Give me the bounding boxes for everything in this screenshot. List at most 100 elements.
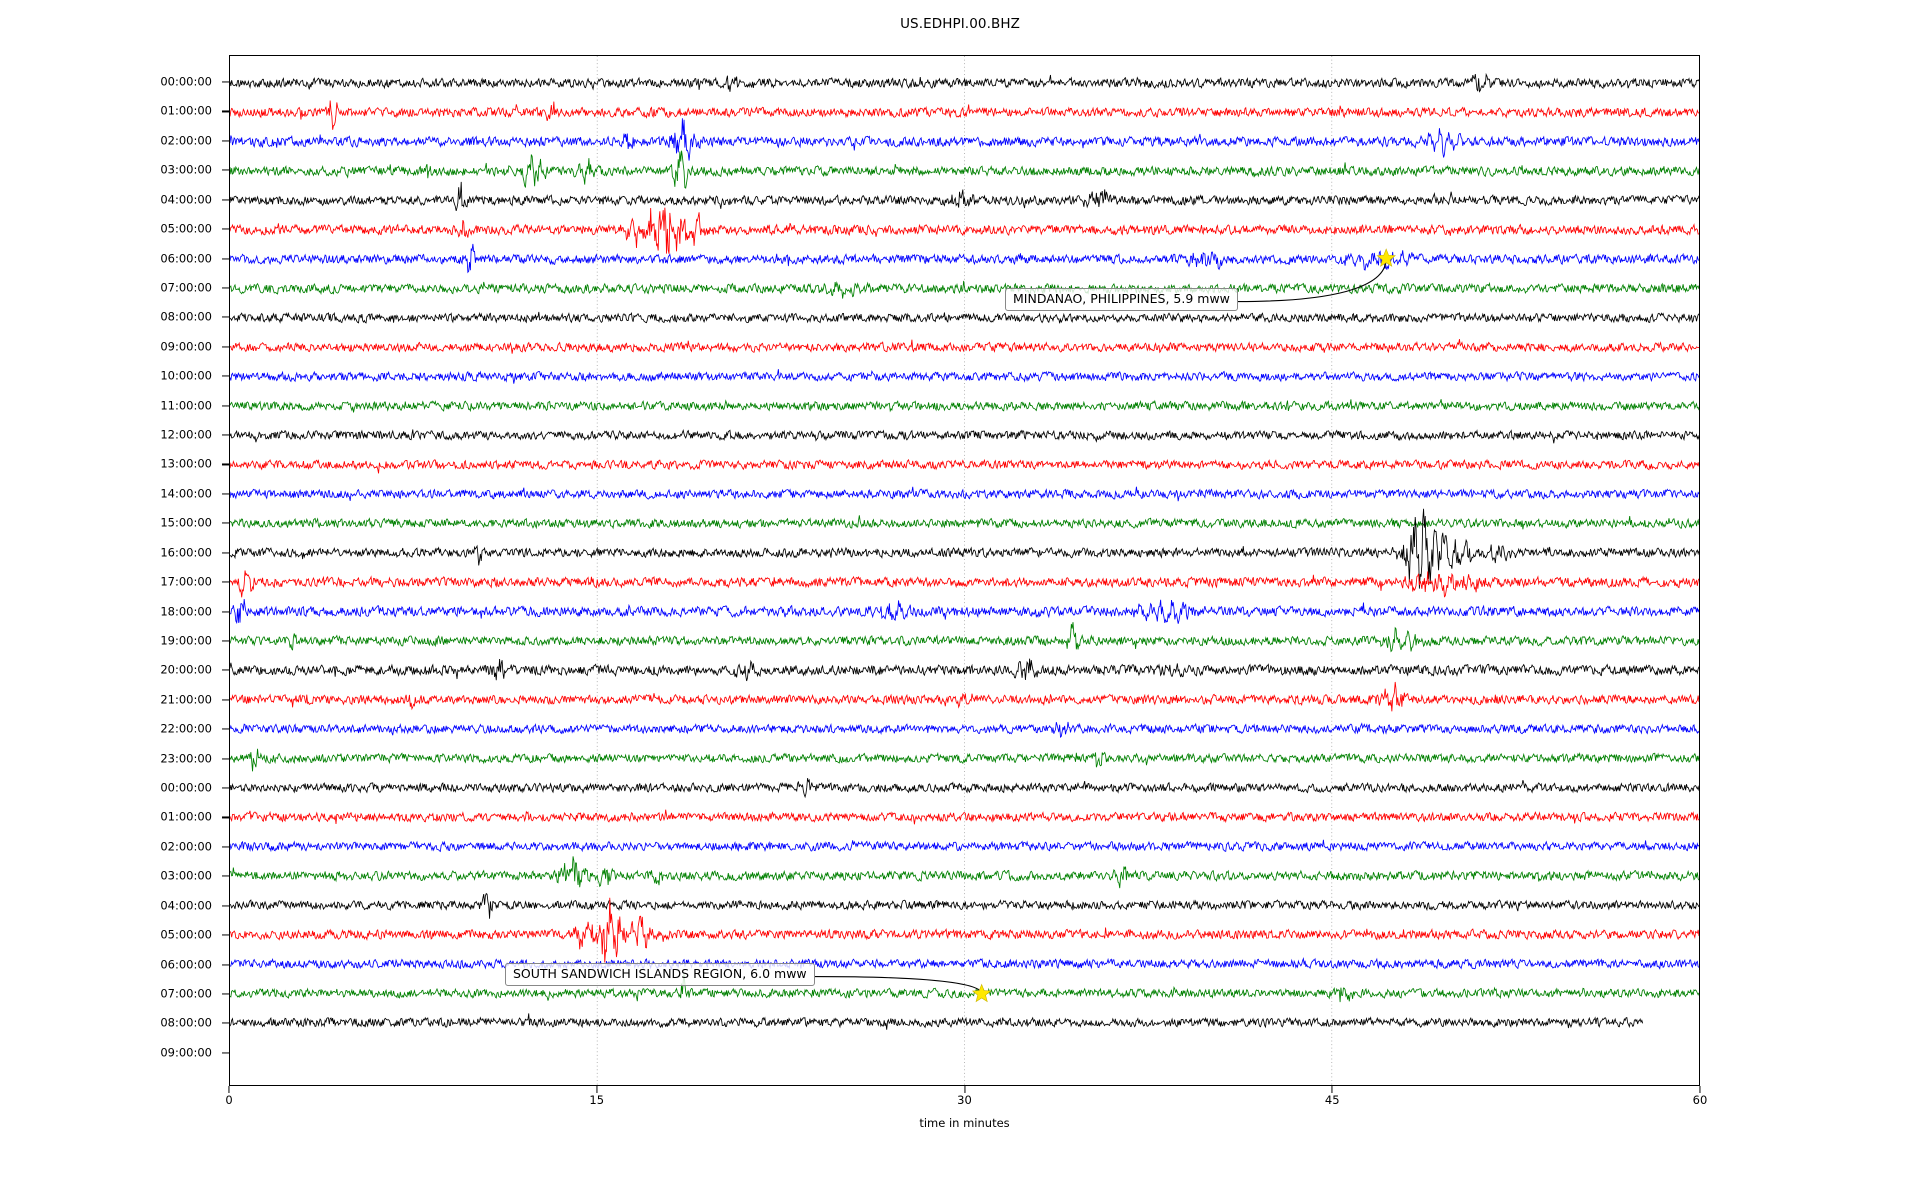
y-tick-label-10: 10:00:00 (160, 368, 212, 383)
y-tick-label-13: 13:00:00 (160, 456, 212, 471)
y-tick-mark-26 (222, 846, 229, 848)
y-tick-mark-12 (222, 434, 229, 436)
y-tick-mark-10 (222, 375, 229, 377)
y-tick-label-0: 00:00:00 (160, 74, 212, 89)
y-tick-label-19: 19:00:00 (160, 633, 212, 648)
trace-row-0 (230, 74, 1699, 92)
y-tick-mark-7 (222, 287, 229, 289)
x-tick-label-1: 15 (589, 1093, 605, 1107)
trace-row-12 (230, 429, 1699, 443)
y-tick-mark-13 (222, 463, 229, 465)
y-tick-mark-30 (222, 963, 229, 966)
y-tick-mark-20 (222, 669, 229, 671)
y-tick-mark-28 (222, 905, 229, 907)
trace-row-24 (230, 778, 1699, 797)
y-tick-mark-15 (222, 522, 229, 524)
y-tick-label-3: 03:00:00 (160, 162, 212, 177)
y-tick-label-6: 06:00:00 (160, 250, 212, 265)
y-tick-label-31: 07:00:00 (160, 986, 212, 1001)
trace-row-4 (230, 182, 1699, 211)
y-tick-mark-1 (222, 110, 229, 113)
trace-row-3 (230, 151, 1699, 188)
y-tick-mark-29 (222, 934, 229, 936)
y-tick-mark-16 (222, 552, 229, 554)
y-tick-label-18: 18:00:00 (160, 603, 212, 618)
trace-row-13 (230, 460, 1699, 474)
trace-row-23 (230, 749, 1699, 772)
y-tick-label-12: 12:00:00 (160, 427, 212, 442)
y-tick-label-2: 02:00:00 (160, 133, 212, 148)
x-tick-label-0: 0 (225, 1093, 233, 1107)
y-tick-mark-0 (222, 81, 229, 83)
y-tick-label-21: 21:00:00 (160, 692, 212, 707)
y-tick-mark-6 (222, 258, 229, 260)
annotation-label-mindanao[interactable]: MINDANAO, PHILIPPINES, 5.9 mww (1005, 288, 1238, 312)
y-tick-label-5: 05:00:00 (160, 221, 212, 236)
x-tick-mark-3 (1331, 1086, 1333, 1093)
x-tick-label-4: 60 (1692, 1093, 1708, 1107)
y-tick-label-32: 08:00:00 (160, 1015, 212, 1030)
y-tick-mark-23 (222, 758, 229, 760)
y-tick-label-14: 14:00:00 (160, 486, 212, 501)
annotation-label-south-sandwich[interactable]: SOUTH SANDWICH ISLANDS REGION, 6.0 mww (505, 963, 815, 987)
y-tick-mark-31 (222, 993, 229, 995)
trace-row-5 (230, 208, 1699, 254)
x-tick-mark-4 (1699, 1086, 1701, 1093)
trace-row-18 (230, 599, 1699, 624)
trace-row-7 (230, 281, 1699, 299)
y-tick-label-23: 23:00:00 (160, 750, 212, 765)
trace-row-9 (230, 339, 1699, 354)
trace-row-17 (230, 570, 1699, 597)
page-title: US.EDHPI.00.BHZ (900, 16, 1020, 32)
trace-row-14 (230, 487, 1699, 501)
trace-row-19 (230, 622, 1699, 651)
x-tick-mark-1 (596, 1086, 598, 1093)
y-tick-mark-17 (222, 581, 229, 583)
y-tick-mark-32 (222, 1022, 229, 1024)
y-tick-mark-8 (222, 316, 229, 318)
y-tick-mark-5 (222, 228, 229, 230)
y-tick-label-8: 08:00:00 (160, 309, 212, 324)
y-tick-label-28: 04:00:00 (160, 897, 212, 912)
y-tick-label-1: 01:00:00 (160, 103, 212, 118)
y-tick-mark-22 (222, 728, 229, 730)
trace-row-29 (230, 898, 1699, 963)
x-tick-label-2: 30 (957, 1093, 972, 1107)
trace-row-25 (230, 810, 1699, 825)
trace-row-30 (230, 959, 1699, 970)
plot-axes (229, 55, 1700, 1086)
trace-row-8 (230, 312, 1699, 323)
y-tick-label-17: 17:00:00 (160, 574, 212, 589)
y-tick-label-29: 05:00:00 (160, 927, 212, 942)
y-tick-mark-19 (222, 640, 229, 642)
y-tick-mark-27 (222, 875, 229, 877)
trace-row-16 (230, 509, 1699, 589)
y-tick-label-7: 07:00:00 (160, 280, 212, 295)
seismogram-traces (230, 56, 1699, 1085)
trace-row-22 (230, 722, 1699, 737)
trace-row-15 (230, 515, 1699, 529)
x-axis-label: time in minutes (919, 1116, 1010, 1130)
y-tick-label-9: 09:00:00 (160, 339, 212, 354)
trace-row-1 (230, 101, 1699, 130)
y-tick-mark-11 (222, 405, 229, 407)
trace-row-32 (230, 1013, 1643, 1029)
y-tick-label-30: 06:00:00 (160, 956, 212, 971)
y-tick-mark-14 (222, 493, 229, 495)
trace-row-21 (230, 682, 1699, 711)
y-tick-mark-4 (222, 199, 229, 201)
y-tick-label-27: 03:00:00 (160, 868, 212, 883)
y-tick-label-4: 04:00:00 (160, 191, 212, 206)
trace-row-20 (230, 659, 1699, 681)
y-tick-mark-3 (222, 169, 229, 171)
y-tick-mark-9 (222, 346, 229, 348)
trace-row-26 (230, 840, 1699, 852)
y-tick-mark-2 (222, 140, 229, 142)
y-tick-mark-33 (222, 1052, 229, 1054)
y-tick-label-15: 15:00:00 (160, 515, 212, 530)
y-tick-mark-24 (222, 787, 229, 789)
y-tick-label-22: 22:00:00 (160, 721, 212, 736)
y-tick-label-16: 16:00:00 (160, 544, 212, 559)
trace-row-11 (230, 399, 1699, 412)
